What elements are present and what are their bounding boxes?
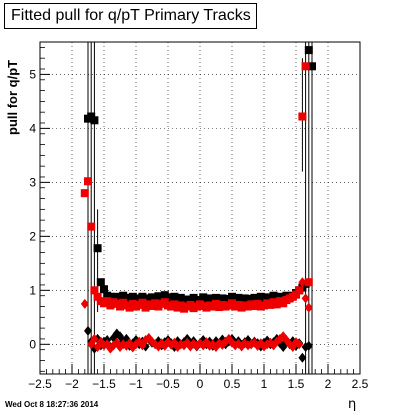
diamond-marker xyxy=(304,340,313,351)
square-marker xyxy=(93,292,102,301)
x-tick-label: 1.5 xyxy=(288,377,305,391)
diamond-marker xyxy=(301,293,310,304)
square-marker xyxy=(301,62,310,71)
y-axis-label: pull for q/pT xyxy=(5,59,20,135)
x-tick-label: −1.5 xyxy=(92,377,116,391)
y-tick-label: 5 xyxy=(29,67,36,81)
tick-labels: −2.5 −2 −1.5 −1 −0.5 0 0.5 1 1.5 2 2.5 0 1 2 3 4 5 xyxy=(28,67,369,391)
square-marker xyxy=(128,292,137,301)
square-marker xyxy=(119,291,128,300)
square-marker xyxy=(87,222,96,231)
y-tick-label: 2 xyxy=(29,229,36,243)
square-marker xyxy=(93,244,102,253)
square-marker xyxy=(90,286,99,295)
diamond-marker xyxy=(90,333,99,344)
data-markers xyxy=(80,46,316,363)
y-tick-label: 4 xyxy=(29,121,36,135)
date-stamp: Wed Oct 8 18:27:36 2014 xyxy=(5,400,99,409)
diamond-marker xyxy=(298,277,307,288)
diamond-marker xyxy=(84,325,92,336)
x-tick-label: −1 xyxy=(129,377,143,391)
diamond-marker xyxy=(304,302,313,313)
y-tick-label: 0 xyxy=(29,337,36,351)
square-marker xyxy=(96,278,105,287)
square-marker xyxy=(100,285,108,294)
square-marker xyxy=(295,286,304,295)
chart-title: Fitted pull for q/pT Primary Tracks xyxy=(4,3,257,29)
square-marker xyxy=(90,116,99,125)
x-tick-label: 0 xyxy=(197,377,204,391)
square-marker xyxy=(308,62,316,71)
square-marker xyxy=(138,298,147,307)
square-marker xyxy=(304,46,313,55)
x-tick-label: 1 xyxy=(261,377,268,391)
square-marker xyxy=(298,112,307,121)
square-marker xyxy=(304,278,313,287)
x-axis-label: η xyxy=(348,397,357,412)
x-tick-label: 2.5 xyxy=(352,377,369,391)
square-marker xyxy=(189,293,198,302)
x-tick-label: −2.5 xyxy=(28,377,52,391)
diamond-marker xyxy=(80,298,89,309)
square-marker xyxy=(103,297,112,306)
y-tick-label: 3 xyxy=(29,175,36,189)
y-tick-label: 1 xyxy=(29,283,36,297)
diamond-marker xyxy=(298,352,307,363)
diamond-marker xyxy=(295,339,304,350)
square-marker xyxy=(80,189,89,198)
x-tick-label: 0.5 xyxy=(224,377,241,391)
x-tick-label: −2 xyxy=(65,377,79,391)
error-bars xyxy=(87,42,313,374)
x-tick-label: −0.5 xyxy=(156,377,180,391)
x-tick-label: 2 xyxy=(325,377,332,391)
square-marker xyxy=(292,290,300,299)
square-marker xyxy=(84,177,92,186)
